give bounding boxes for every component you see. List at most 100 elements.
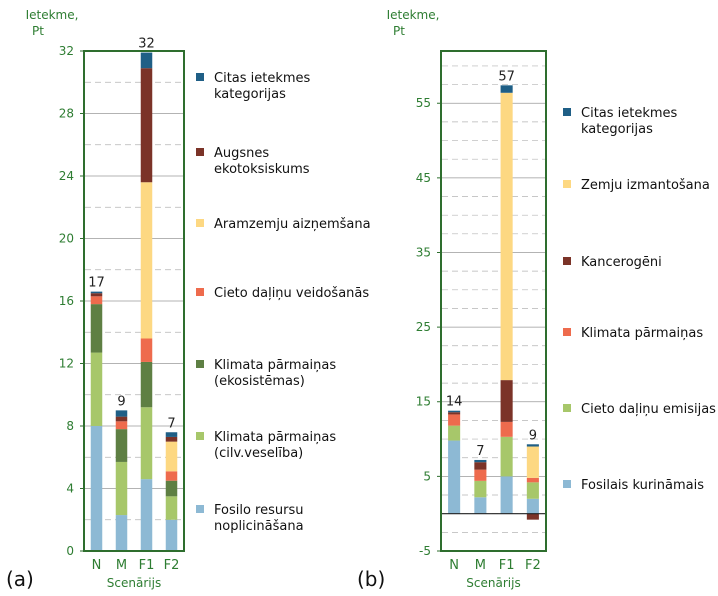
bar-segment — [500, 92, 513, 381]
legend-label: (cilv.veselība) — [214, 446, 303, 461]
y-tick-label: 15 — [416, 395, 431, 409]
bar-segment — [526, 444, 539, 447]
bar-segment — [140, 407, 153, 480]
y-tick-label: 35 — [416, 245, 431, 259]
legend-swatch — [563, 257, 571, 265]
bar-segment — [140, 361, 153, 408]
bar-segment — [474, 480, 487, 498]
y-tick-label: -5 — [419, 544, 431, 558]
bar-segment — [500, 85, 513, 93]
legend-label: noplicināšana — [214, 519, 304, 534]
bar-segment — [165, 496, 178, 520]
bar-segment — [115, 429, 128, 462]
y-tick-label: 28 — [59, 107, 74, 121]
bar-segment — [474, 497, 487, 514]
bar-segment — [526, 513, 539, 520]
legend-swatch — [563, 180, 571, 188]
x-tick-label: M — [475, 558, 486, 573]
panel-label: (b) — [357, 567, 385, 591]
bar-segment — [526, 446, 539, 478]
y-tick-label: 0 — [66, 544, 74, 558]
legend-label: ekotoksiskums — [214, 162, 310, 177]
bar-segment — [474, 462, 487, 470]
y-axis-title-unit: Pt — [393, 24, 405, 38]
plot-frame — [440, 50, 547, 552]
y-tick-label: 32 — [59, 44, 74, 58]
legend-label: Klimata pārmaiņas — [214, 358, 336, 373]
bar-segment — [474, 469, 487, 481]
y-axis-title-unit: Pt — [32, 24, 44, 38]
y-tick-label: 5 — [423, 469, 431, 483]
bar-total-label: 9 — [529, 428, 537, 443]
bar-segment — [115, 515, 128, 551]
legend-swatch — [196, 288, 204, 296]
bar-segment — [90, 304, 103, 353]
legend-swatch — [196, 148, 204, 156]
y-axis-title: Ietekme, — [387, 8, 440, 22]
bar-segment — [90, 293, 103, 297]
legend-label: Citas ietekmes — [214, 71, 311, 86]
bar-segment — [448, 412, 461, 415]
bar-segment — [448, 410, 461, 413]
x-tick-label: F2 — [525, 558, 541, 573]
x-tick-label: F1 — [139, 558, 155, 573]
bar-segment — [500, 421, 513, 437]
x-tick-label: M — [116, 558, 127, 573]
legend-swatch — [196, 219, 204, 227]
chart-panel-a: 17 N 9 M 32 F1 7 F2 0 4 8 12 16 20 24 28 32 Ietekme, Pt Sce… — [6, 8, 371, 591]
legend-swatch — [563, 480, 571, 488]
bar-total-label: 7 — [476, 444, 484, 459]
legend-swatch — [563, 404, 571, 412]
x-tick-label: N — [449, 558, 459, 573]
legend-swatch — [196, 432, 204, 440]
bar-segment — [448, 414, 461, 426]
legend-label: Kancerogēni — [581, 255, 662, 270]
x-tick-label: F2 — [164, 558, 180, 573]
bar-segment — [526, 477, 539, 483]
bar-total-label: 14 — [446, 395, 463, 410]
bar-segment — [115, 416, 128, 422]
legend-swatch — [563, 328, 571, 336]
legend-label: Fosilo resursu — [214, 503, 303, 518]
y-tick-label: 4 — [66, 482, 74, 496]
bar-segment — [115, 421, 128, 430]
legend-swatch — [563, 108, 571, 116]
bar-segment — [140, 479, 153, 551]
bar-segment — [474, 459, 487, 463]
legend-label: Klimata pārmaiņas — [581, 326, 703, 341]
bar-segment — [115, 410, 128, 417]
bar-segment — [500, 380, 513, 422]
y-tick-label: 8 — [66, 419, 74, 433]
y-tick-label: 24 — [59, 169, 74, 183]
bar-segment — [448, 425, 461, 441]
legend-label: Cieto daļiņu emisijas — [581, 402, 716, 417]
bar-total-label: 7 — [167, 416, 175, 431]
legend-swatch — [196, 73, 204, 81]
bar-segment — [140, 68, 153, 183]
y-tick-label: 16 — [59, 294, 74, 308]
panel-label: (a) — [6, 567, 34, 591]
x-axis-title: Scenārijs — [107, 576, 161, 590]
y-tick-label: 45 — [416, 171, 431, 185]
bar-total-label: 32 — [138, 37, 155, 52]
bar-segment — [165, 480, 178, 497]
y-axis-title: Ietekme, — [26, 8, 79, 22]
y-tick-label: 55 — [416, 96, 431, 110]
legend-swatch — [196, 505, 204, 513]
bar-total-label: 17 — [88, 276, 105, 291]
bar-segment — [90, 291, 103, 294]
y-tick-label: 25 — [416, 320, 431, 334]
legend-label: Aramzemju aizņemšana — [214, 217, 371, 232]
legend-label: Klimata pārmaiņas — [214, 430, 336, 445]
x-tick-label: N — [92, 558, 102, 573]
bar-segment — [448, 440, 461, 514]
legend-label: Zemju izmantošana — [581, 178, 710, 193]
legend-label: Fosilais kurināmais — [581, 478, 704, 493]
bar-total-label: 9 — [117, 394, 125, 409]
y-tick-label: 12 — [59, 357, 74, 371]
legend-label: Cieto daļiņu veidošanās — [214, 286, 369, 301]
legend-label: Citas ietekmes — [581, 106, 678, 121]
legend-swatch — [196, 360, 204, 368]
bar-segment — [140, 182, 153, 339]
